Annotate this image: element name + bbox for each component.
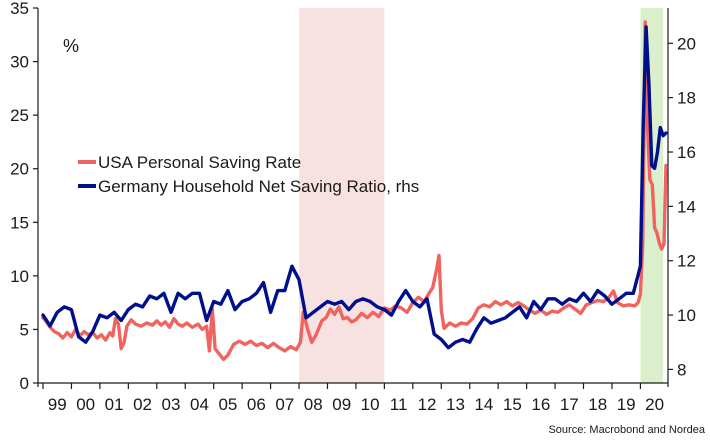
- x-tick-label: 07: [275, 395, 294, 414]
- left-tick-label: 0: [20, 374, 29, 393]
- right-tick-label: 16: [677, 143, 696, 162]
- left-tick-label: 25: [10, 106, 29, 125]
- x-tick-label: 06: [247, 395, 266, 414]
- shaded-period-0: [299, 8, 385, 383]
- x-tick-label: 16: [531, 395, 550, 414]
- series-layer: [41, 20, 668, 362]
- left-tick-label: 5: [20, 320, 29, 339]
- right-tick-label: 18: [677, 89, 696, 108]
- x-tick-label: 14: [474, 395, 493, 414]
- x-tick-label: 04: [190, 395, 209, 414]
- x-axis: 99 00 01 02 03 04 05 06 07 08 09 10 11 12 13 14 15 16 17 18…: [38, 382, 668, 414]
- left-tick-label: 10: [10, 267, 29, 286]
- x-tick-label: 13: [446, 395, 465, 414]
- source-note: Source: Macrobond and Nordea: [548, 424, 705, 436]
- x-tick-label: 08: [304, 395, 323, 414]
- left-tick-label: 30: [10, 53, 29, 72]
- right-tick-label: 12: [677, 252, 696, 271]
- unit-label: %: [63, 36, 79, 56]
- x-tick-label: 01: [105, 395, 124, 414]
- x-tick-label: 12: [418, 395, 437, 414]
- x-tick-label: 11: [390, 395, 408, 414]
- right-tick-label: 20: [677, 34, 696, 53]
- legend-label-usa: USA Personal Saving Rate: [98, 153, 301, 172]
- x-tick-label: 05: [218, 395, 237, 414]
- x-tick-label: 17: [560, 395, 579, 414]
- right-tick-label: 10: [677, 306, 696, 325]
- left-tick-label: 35: [10, 0, 29, 18]
- right-tick-label: 14: [677, 197, 696, 216]
- x-tick-label: 09: [332, 395, 351, 414]
- left-tick-label: 20: [10, 160, 29, 179]
- right-tick-label: 8: [677, 360, 686, 379]
- legend: USA Personal Saving Rate Germany Househo…: [78, 153, 419, 196]
- series-line-usa: [41, 20, 668, 362]
- x-tick-label: 03: [162, 395, 181, 414]
- x-tick-label: 15: [503, 395, 522, 414]
- right-y-axis: 8 10 12 14 16 18 20: [667, 8, 696, 387]
- x-tick-label: 18: [588, 395, 607, 414]
- x-tick-label: 20: [645, 395, 664, 414]
- x-tick-label: 02: [133, 395, 152, 414]
- x-tick-label: 19: [617, 395, 636, 414]
- legend-label-germany: Germany Household Net Saving Ratio, rhs: [98, 177, 419, 196]
- x-tick-label: 10: [361, 395, 380, 414]
- series-line-germany: [41, 25, 668, 350]
- left-y-axis: 0 5 10 15 20 25 30 35: [10, 0, 39, 393]
- x-tick-label: 99: [48, 395, 67, 414]
- x-tick-label: 00: [76, 395, 95, 414]
- left-tick-label: 15: [10, 213, 29, 232]
